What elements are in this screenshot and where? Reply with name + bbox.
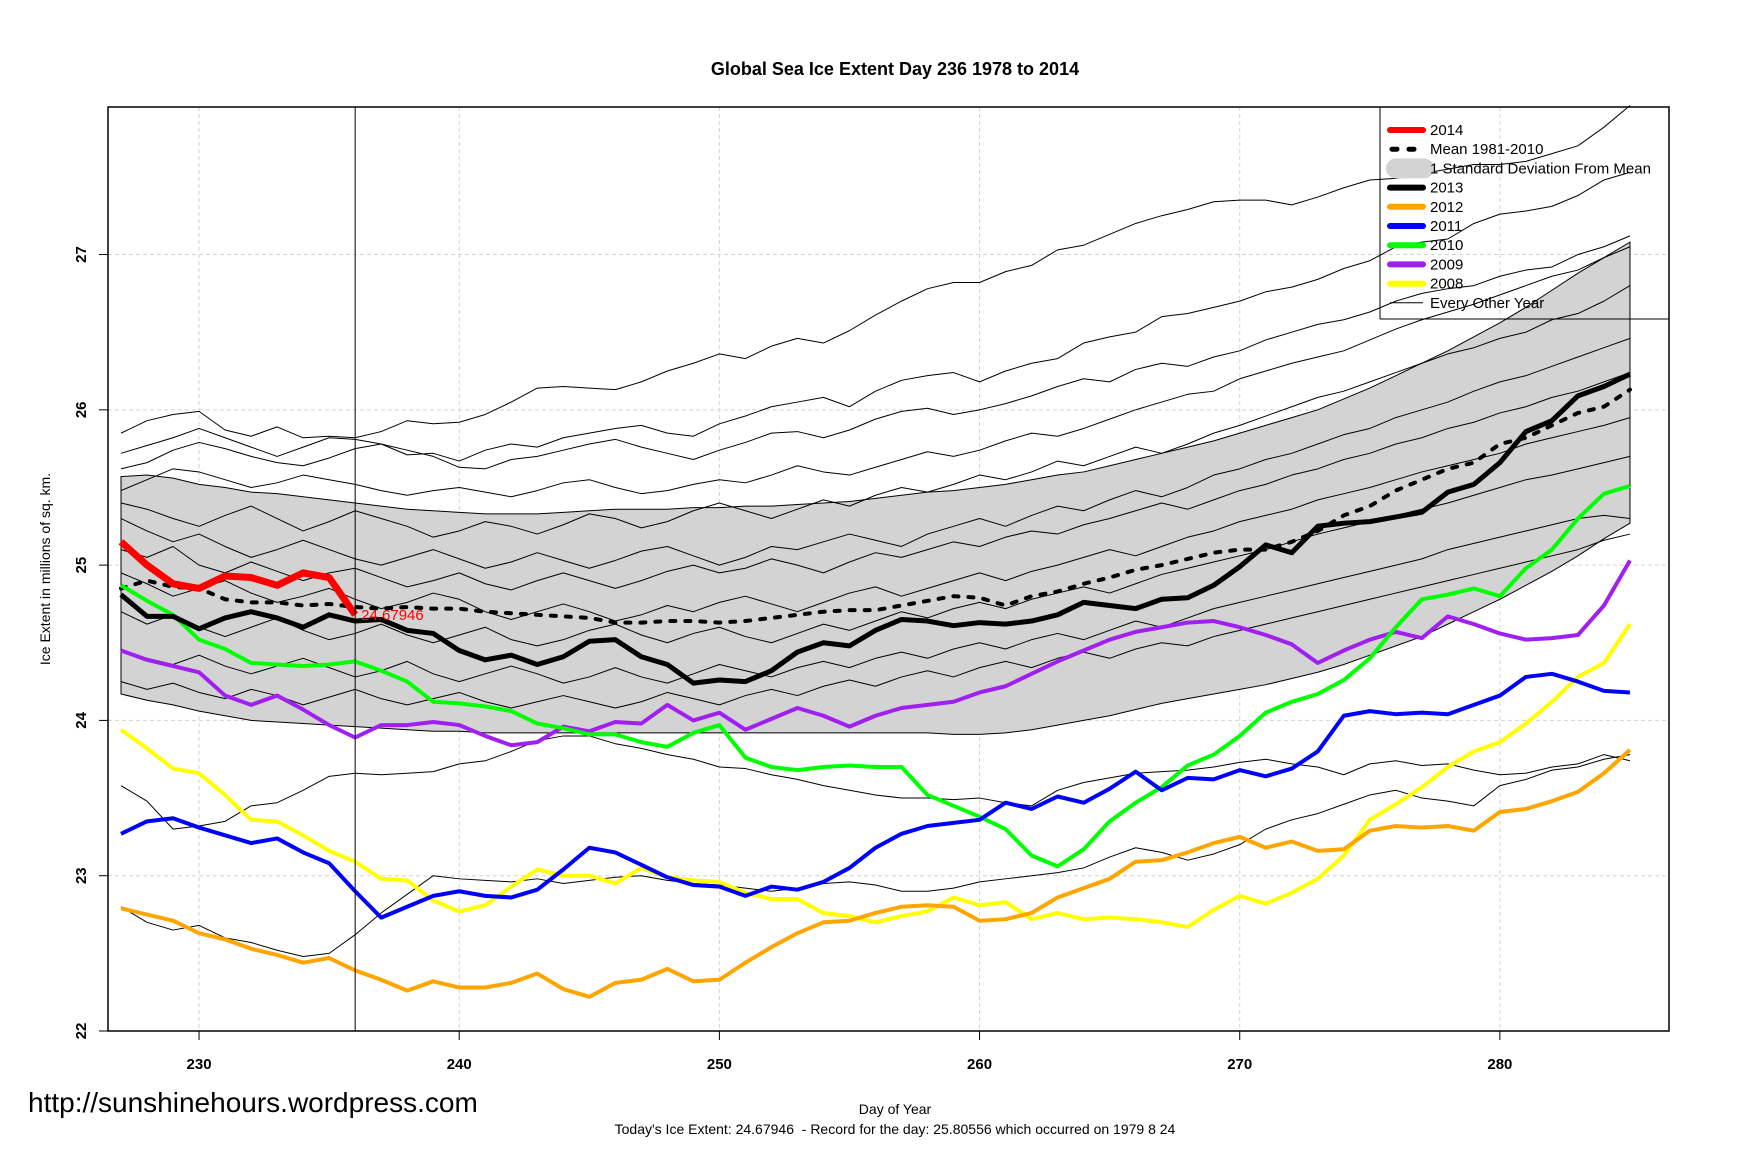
legend-label: 2012 — [1430, 199, 1463, 216]
legend-label: 1 Standard Deviation From Mean — [1430, 160, 1651, 177]
legend-label: 2009 — [1430, 256, 1463, 273]
series-line-every-other-year — [120, 372, 1631, 591]
series-line-every-other-year — [120, 171, 1631, 462]
x-tick-label: 260 — [967, 1056, 992, 1073]
legend-key-band — [1386, 158, 1434, 179]
series-line-every-other-year — [120, 337, 1631, 569]
legend-label: Every Other Year — [1430, 295, 1544, 312]
y-tick-label: 26 — [73, 401, 90, 418]
series-line-2013 — [119, 371, 1632, 686]
legend-label: 2011 — [1430, 218, 1462, 235]
legend-label: 2014 — [1430, 122, 1463, 139]
series-line-every-other-year — [120, 514, 1631, 684]
watermark-url: http://sunshinehours.wordpress.com — [28, 1087, 478, 1118]
x-tick-label: 250 — [707, 1056, 732, 1073]
series-line-2012 — [120, 748, 1632, 999]
legend: 2014 Mean 1981-2010 1 Standard Deviation F… — [1379, 107, 1669, 320]
plot-border — [107, 106, 1670, 1032]
legend-label: Mean 1981-2010 — [1430, 141, 1543, 158]
series-line-2014 — [118, 539, 359, 617]
x-tick-label: 230 — [187, 1056, 212, 1073]
y-tick-label: 24 — [73, 711, 90, 728]
series-line-every-other-year — [120, 235, 1631, 470]
y-tick-label: 25 — [73, 557, 90, 574]
legend-label: 2010 — [1430, 237, 1463, 254]
y-axis-label: Ice Extent in millions of sq. km. — [37, 473, 53, 665]
series-line-2009 — [120, 559, 1632, 748]
x-tick-label: 240 — [447, 1056, 472, 1073]
y-tick-label: 22 — [73, 1023, 90, 1040]
y-tick-label: 23 — [73, 867, 90, 884]
series-line-every-other-year — [120, 105, 1631, 439]
series-line-mean-1981-2010 — [119, 387, 1632, 625]
current-value-label: 24.67946 — [361, 607, 424, 624]
x-axis-label: Day of Year — [859, 1101, 932, 1117]
footer-text: Today's Ice Extent: 24.67946 - Record fo… — [615, 1121, 1176, 1137]
x-tick-label: 280 — [1487, 1056, 1512, 1073]
series-line-every-other-year — [120, 285, 1631, 538]
series-line-every-other-year — [120, 417, 1631, 622]
series-line-every-other-year — [120, 533, 1631, 709]
legend-label: 2013 — [1430, 180, 1463, 197]
series-line-every-other-year — [120, 735, 1631, 830]
series-line-2011 — [120, 671, 1631, 920]
series-line-2008 — [119, 623, 1632, 929]
chart-title: Global Sea Ice Extent Day 236 1978 to 20… — [711, 59, 1079, 79]
legend-label: 2008 — [1430, 276, 1463, 293]
axes: 230 240 250 260 270 280 22 23 24 25 26 27 — [73, 246, 1512, 1073]
series-line-every-other-year — [120, 246, 1631, 498]
y-tick-label: 27 — [73, 246, 90, 263]
series-lines — [118, 105, 1632, 999]
x-tick-label: 270 — [1227, 1056, 1252, 1073]
series-line-2010 — [119, 484, 1631, 869]
series-line-every-other-year — [120, 754, 1631, 957]
